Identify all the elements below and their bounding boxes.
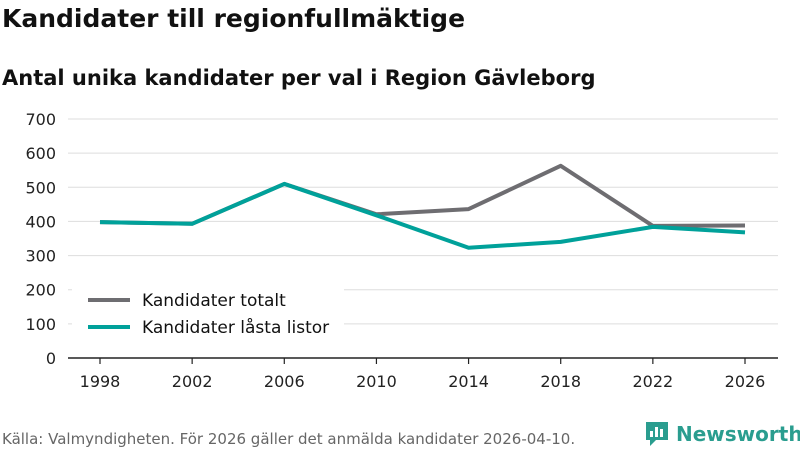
- y-tick-label: 300: [25, 247, 56, 266]
- brand-logo: Newsworthy: [644, 420, 800, 448]
- x-tick-label: 2010: [356, 372, 397, 391]
- chart-subtitle: Antal unika kandidater per val i Region …: [2, 66, 596, 90]
- y-tick-label: 500: [25, 178, 56, 197]
- chart-title: Kandidater till regionfullmäktige: [2, 4, 466, 33]
- brand-name: Newsworthy: [676, 422, 800, 446]
- series-line-totalt: [99, 163, 746, 228]
- y-tick-label: 400: [25, 212, 56, 231]
- y-tick-label: 100: [25, 315, 56, 334]
- source-note: Källa: Valmyndigheten. För 2026 gäller d…: [2, 430, 576, 448]
- x-tick-label: 2014: [448, 372, 489, 391]
- y-tick-label: 200: [25, 281, 56, 300]
- y-tick-label: 600: [25, 144, 56, 163]
- legend-label: Kandidater låsta listor: [142, 317, 329, 338]
- x-tick-label: 2002: [172, 372, 213, 391]
- legend-label: Kandidater totalt: [142, 291, 286, 311]
- x-tick-label: 1998: [80, 372, 121, 391]
- y-tick-label: 0: [46, 349, 56, 368]
- legend-background: [72, 283, 344, 343]
- x-tick-label: 2022: [632, 372, 673, 391]
- series-line-lasta-listor: [99, 181, 746, 250]
- x-tick-label: 2018: [540, 372, 581, 391]
- y-tick-label: 700: [25, 110, 56, 129]
- newsworthy-logo-icon: [646, 422, 668, 446]
- x-tick-label: 2026: [725, 372, 766, 391]
- x-tick-label: 2006: [264, 372, 305, 391]
